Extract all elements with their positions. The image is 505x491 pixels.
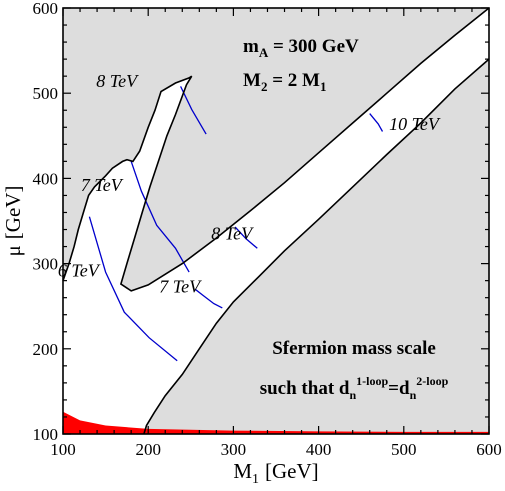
- tick-labels: 100 200 300 400 500 600 100 200 300 400 500 600: [33, 0, 502, 459]
- contour-label-1: 7 TeV: [81, 175, 124, 195]
- param-ma-annotation: mA = 300 GeV: [243, 36, 359, 60]
- plot-area: 6 TeV 7 TeV 7 TeV 8 TeV 8 TeV 10 TeV: [58, 7, 490, 435]
- contour-label-5: 10 TeV: [389, 114, 441, 134]
- x-tick-label: 500: [391, 440, 417, 459]
- contour-line-5: [369, 113, 384, 132]
- x-tick-label: 200: [135, 440, 161, 459]
- param-m2-annotation: M2 = 2 M1: [243, 70, 326, 94]
- contour-line-2: [194, 288, 223, 309]
- axis-ticks: [62, 7, 490, 435]
- y-tick-label: 400: [33, 169, 59, 188]
- contour-line-0: [88, 216, 178, 362]
- contour-line-4: [234, 226, 258, 249]
- contour-label-2: 7 TeV: [159, 277, 202, 297]
- x-tick-label: 100: [50, 440, 76, 459]
- x-axis-title: M1 [GeV]: [233, 459, 318, 487]
- allowed-region: [63, 8, 489, 434]
- x-tick-label: 600: [476, 440, 502, 459]
- y-tick-label: 600: [33, 0, 59, 18]
- caption-line-2: such that dn1-loop=dn2-loop: [260, 374, 449, 402]
- y-tick-label: 100: [33, 425, 59, 444]
- contour-labels: 6 TeV 7 TeV 7 TeV 8 TeV 8 TeV 10 TeV: [58, 71, 441, 296]
- contour-lines: [88, 86, 384, 362]
- lower-red-band: [63, 411, 489, 434]
- boundary-lower-line: [143, 58, 490, 435]
- contour-label-4: 8 TeV: [211, 224, 254, 244]
- contour-label-0: 6 TeV: [58, 260, 101, 280]
- x-tick-label: 300: [221, 440, 247, 459]
- caption-line-1: Sfermion mass scale: [272, 338, 436, 359]
- boundary-upper-line: [62, 7, 490, 292]
- contour-line-1: [130, 161, 190, 273]
- contour-label-3: 8 TeV: [96, 71, 139, 91]
- y-tick-label: 300: [33, 255, 59, 274]
- contour-line-3: [180, 86, 207, 135]
- plot-frame: [62, 7, 490, 435]
- y-axis-title: μ[GeV]: [1, 186, 25, 257]
- y-tick-label: 500: [33, 84, 59, 103]
- x-tick-label: 400: [306, 440, 332, 459]
- y-tick-label: 200: [33, 340, 59, 359]
